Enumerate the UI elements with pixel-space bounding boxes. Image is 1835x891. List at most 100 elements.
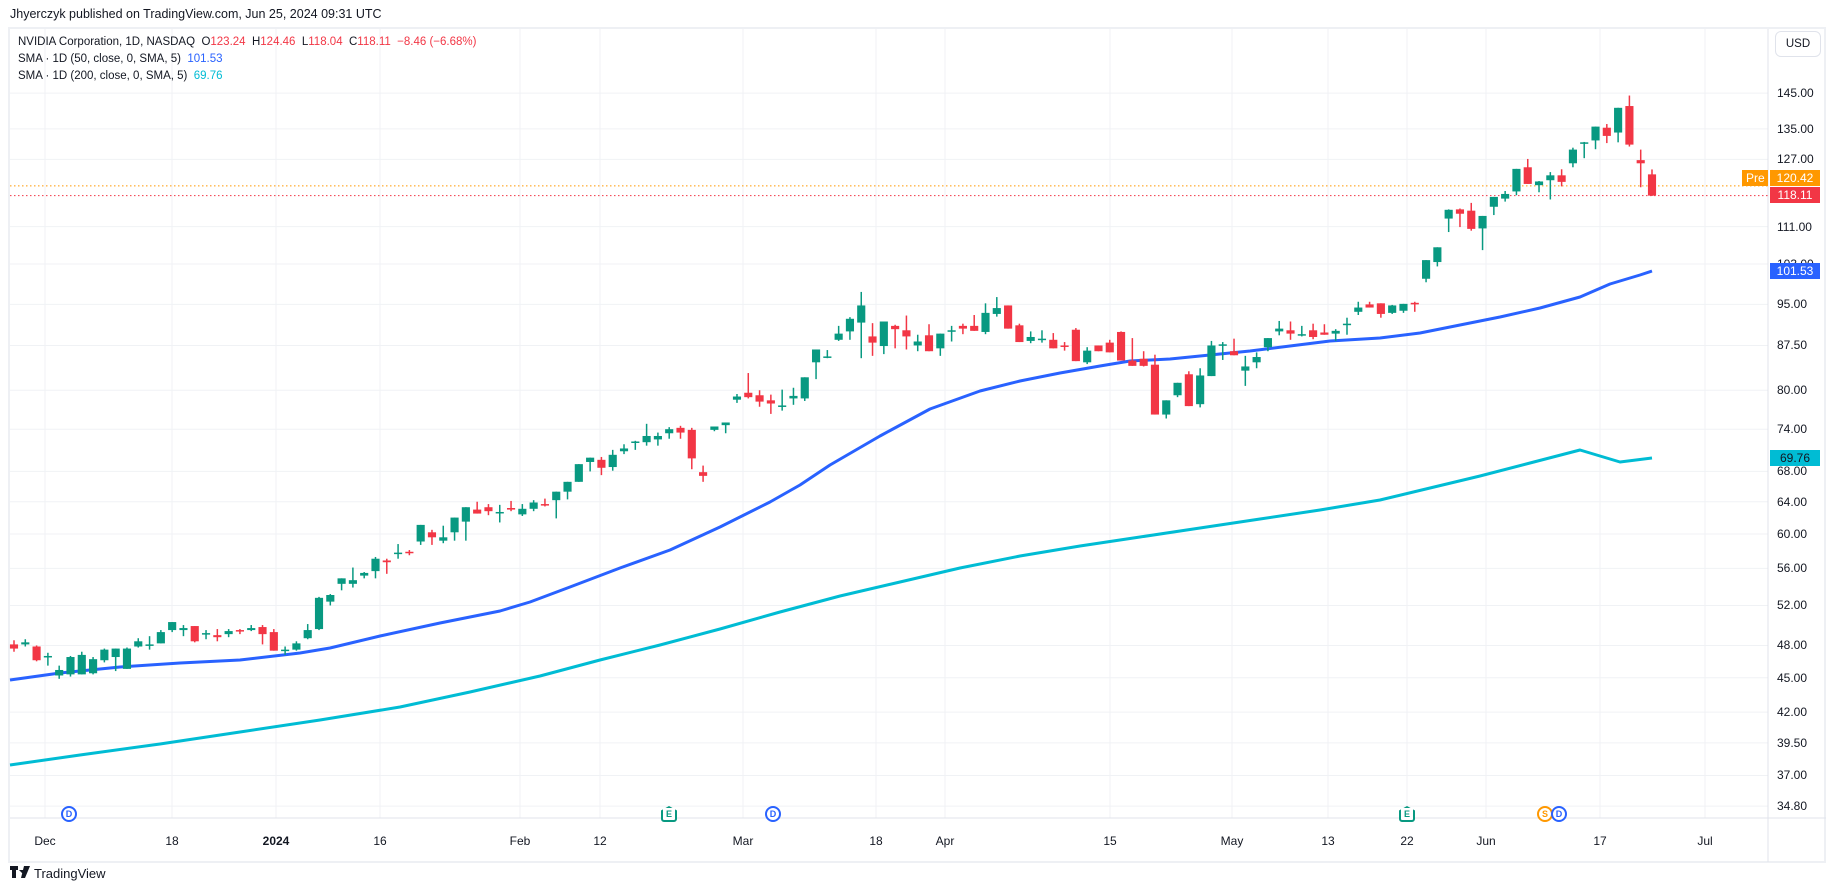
candle[interactable]: [1467, 202, 1476, 231]
candle[interactable]: [371, 556, 380, 579]
candle[interactable]: [653, 432, 662, 446]
candle[interactable]: [687, 427, 696, 470]
candle[interactable]: [1365, 301, 1374, 308]
candle[interactable]: [1116, 331, 1126, 361]
candle[interactable]: [755, 390, 764, 407]
candle[interactable]: [360, 572, 369, 579]
candle[interactable]: [970, 315, 979, 331]
candle[interactable]: [518, 504, 527, 516]
candle[interactable]: [77, 651, 86, 675]
candle[interactable]: [394, 544, 403, 559]
candle[interactable]: [1162, 400, 1171, 419]
candle[interactable]: [1568, 147, 1577, 168]
candle[interactable]: [540, 498, 550, 507]
currency-button[interactable]: USD: [1775, 31, 1821, 57]
candle[interactable]: [936, 333, 945, 356]
candle[interactable]: [326, 594, 335, 606]
candle[interactable]: [190, 626, 199, 643]
earnings-event-icon[interactable]: E: [661, 806, 677, 822]
candle[interactable]: [721, 422, 730, 434]
candle[interactable]: [122, 647, 132, 669]
tradingview-logo[interactable]: TradingView: [10, 866, 106, 881]
candle[interactable]: [1478, 215, 1487, 251]
sma200-line[interactable]: [9, 448, 1653, 767]
candle[interactable]: [676, 425, 685, 439]
candle[interactable]: [450, 517, 459, 541]
legend-symbol[interactable]: NVIDIA Corporation, 1D, NASDAQ: [18, 36, 196, 48]
candle[interactable]: [913, 334, 922, 352]
candle[interactable]: [1647, 169, 1657, 196]
candle[interactable]: [1309, 323, 1318, 340]
candle[interactable]: [495, 504, 504, 523]
candle[interactable]: [1376, 303, 1385, 318]
candle[interactable]: [55, 665, 64, 679]
candle[interactable]: [1342, 317, 1352, 335]
candle[interactable]: [1139, 351, 1148, 367]
candle[interactable]: [111, 648, 120, 672]
candle[interactable]: [1444, 209, 1453, 233]
candle[interactable]: [473, 501, 482, 514]
candle[interactable]: [382, 558, 391, 574]
candle[interactable]: [484, 504, 493, 516]
candle[interactable]: [800, 377, 809, 401]
candle[interactable]: [834, 325, 843, 341]
candle[interactable]: [619, 444, 629, 455]
candle[interactable]: [1557, 169, 1566, 187]
candle[interactable]: [1523, 158, 1532, 184]
candle[interactable]: [66, 655, 75, 677]
candle[interactable]: [958, 323, 967, 335]
candle[interactable]: [416, 524, 425, 545]
candle[interactable]: [258, 625, 267, 645]
candle[interactable]: [281, 646, 290, 655]
candle[interactable]: [778, 389, 787, 411]
candle[interactable]: [947, 325, 956, 342]
candle[interactable]: [1263, 338, 1272, 352]
candle[interactable]: [100, 648, 109, 663]
candle[interactable]: [1241, 355, 1250, 386]
candle[interactable]: [89, 657, 98, 675]
candle[interactable]: [506, 500, 516, 512]
candle[interactable]: [1105, 339, 1114, 353]
candles[interactable]: [9, 95, 1657, 679]
candle[interactable]: [201, 630, 211, 640]
candle[interactable]: [868, 323, 877, 356]
candle[interactable]: [1489, 196, 1498, 216]
candle[interactable]: [732, 394, 742, 403]
candle[interactable]: [1636, 149, 1645, 188]
candle[interactable]: [552, 491, 561, 519]
candle[interactable]: [1297, 325, 1306, 337]
candle[interactable]: [1534, 181, 1544, 193]
candle[interactable]: [1252, 352, 1261, 369]
candle[interactable]: [699, 465, 708, 482]
candle[interactable]: [439, 525, 448, 544]
candle[interactable]: [665, 427, 674, 439]
candle[interactable]: [811, 349, 821, 380]
candle[interactable]: [156, 630, 165, 644]
candle[interactable]: [1128, 338, 1137, 366]
candle[interactable]: [337, 578, 346, 591]
candle[interactable]: [1433, 247, 1442, 267]
candle[interactable]: [1591, 126, 1600, 150]
candle[interactable]: [1229, 338, 1239, 356]
candle[interactable]: [1004, 305, 1013, 329]
candle[interactable]: [348, 567, 357, 588]
candle[interactable]: [1184, 371, 1193, 407]
candle[interactable]: [879, 321, 888, 355]
candle[interactable]: [857, 291, 866, 359]
earnings-event-icon[interactable]: E: [1399, 806, 1415, 822]
candle[interactable]: [1354, 301, 1363, 316]
candle[interactable]: [1083, 347, 1092, 365]
dividend-event-icon[interactable]: D: [765, 806, 781, 822]
candle[interactable]: [303, 624, 312, 640]
candle[interactable]: [902, 315, 911, 350]
candle[interactable]: [597, 456, 606, 476]
candle[interactable]: [1275, 320, 1284, 336]
candle[interactable]: [574, 464, 583, 482]
candle[interactable]: [924, 324, 934, 352]
candle[interactable]: [292, 641, 301, 651]
candle[interactable]: [235, 629, 244, 635]
candle[interactable]: [845, 317, 855, 340]
candle[interactable]: [1196, 368, 1205, 408]
candle[interactable]: [992, 297, 1001, 317]
candle[interactable]: [1218, 342, 1227, 360]
